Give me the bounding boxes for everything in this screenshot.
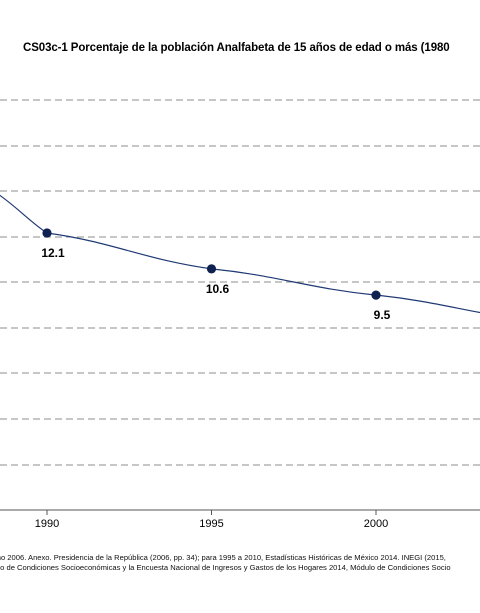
x-tick-label: 2000	[364, 518, 388, 530]
x-tick-labels: 199019952000200520102012	[35, 518, 388, 530]
x-tick-label: 1995	[199, 518, 223, 530]
data-labels: 12.110.69.58.46.96.7	[41, 246, 391, 322]
data-label: 9.5	[374, 308, 391, 322]
gridlines	[0, 99, 480, 466]
chart-title: CS03c-1 Porcentaje de la población Analf…	[23, 42, 450, 54]
source-note-line-2: dulo de Condiciones Socioeconómicas y la…	[0, 563, 451, 572]
source-note-line-1: erno 2006. Anexo. Presidencia de la Repú…	[0, 553, 446, 562]
x-ticks	[46, 510, 377, 515]
data-label: 12.1	[41, 246, 65, 260]
data-point	[371, 290, 381, 300]
series-line	[0, 194, 480, 366]
data-point	[206, 264, 217, 274]
x-tick-label: 1990	[35, 518, 59, 530]
series-markers	[42, 228, 381, 300]
data-label: 10.6	[206, 282, 230, 296]
data-point	[42, 228, 52, 238]
